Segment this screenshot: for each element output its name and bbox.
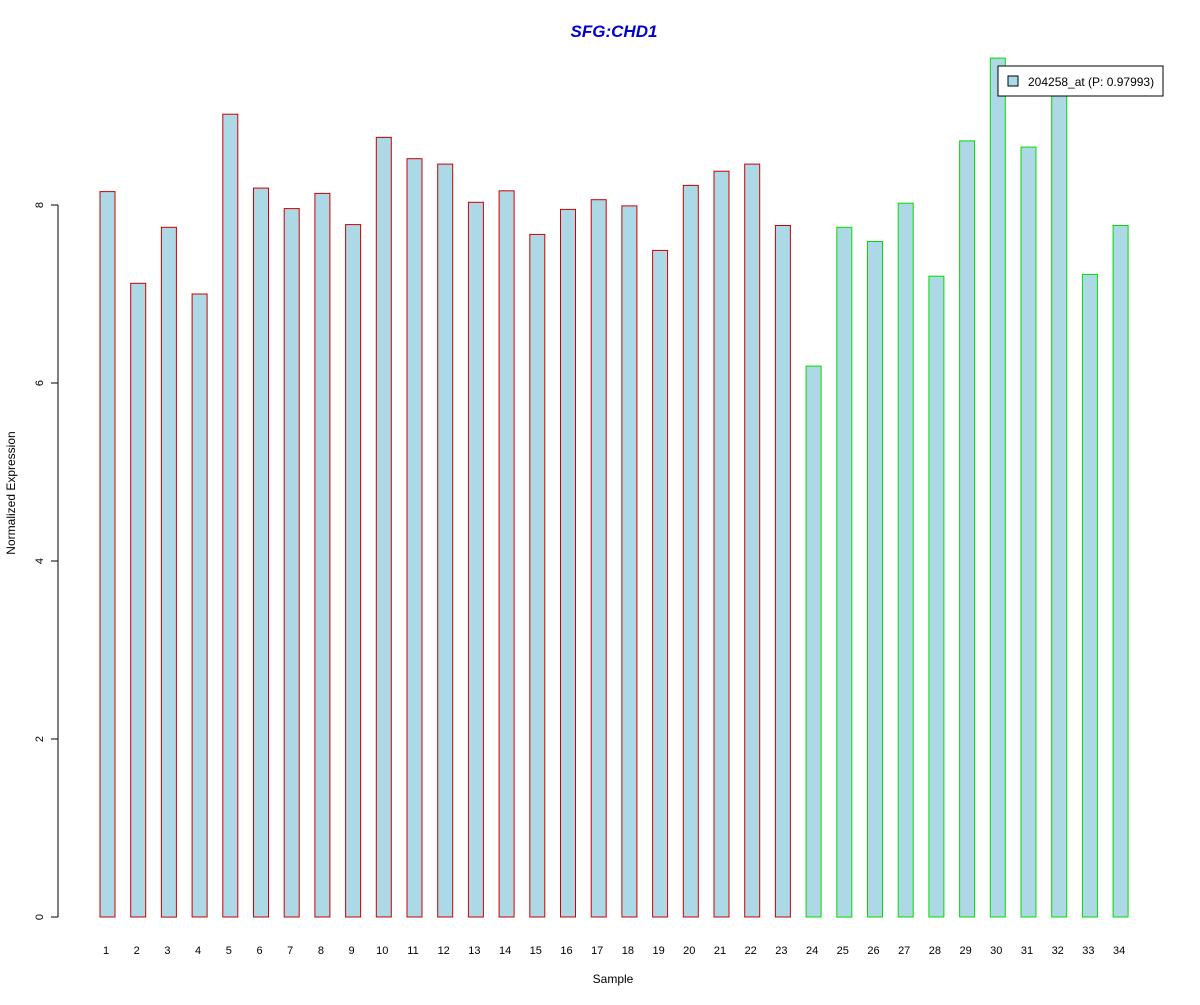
x-tick-label: 5 — [226, 945, 232, 957]
x-tick-label: 34 — [1113, 945, 1125, 957]
bar-sample-8 — [314, 192, 331, 918]
y-axis: 0 2 4 6 8 — [34, 202, 59, 920]
x-tick-label: 10 — [376, 945, 388, 957]
x-tick-label: 32 — [1052, 945, 1064, 957]
bar-sample-24 — [805, 365, 822, 918]
bar-sample-16 — [560, 208, 576, 918]
x-tick-label: 16 — [560, 945, 572, 957]
x-tick-label: 6 — [256, 945, 262, 957]
x-tick-label: 22 — [745, 945, 757, 957]
bar-sample-10 — [375, 136, 392, 918]
x-tick-label: 15 — [530, 945, 542, 957]
x-tick-label: 4 — [195, 945, 201, 957]
x-tick-label: 25 — [837, 945, 849, 957]
bar-sample-3 — [160, 226, 177, 918]
legend-box — [997, 65, 1164, 97]
bar-sample-9 — [345, 224, 362, 918]
bars-group — [99, 57, 1129, 918]
x-tick-label: 28 — [929, 945, 941, 957]
bar-sample-21 — [713, 170, 730, 918]
y-tick-label: 2 — [34, 736, 46, 742]
x-tick-label: 24 — [806, 945, 818, 957]
bar-sample-32 — [1051, 91, 1068, 918]
bar-sample-22 — [744, 163, 761, 918]
bar-sample-6 — [253, 187, 269, 918]
x-tick-label: 29 — [959, 945, 971, 957]
bar-sample-7 — [283, 208, 300, 918]
bar-sample-26 — [867, 241, 883, 918]
x-tick-label: 2 — [134, 945, 140, 957]
x-axis-label: Sample — [593, 972, 634, 986]
bar-sample-29 — [959, 140, 976, 918]
x-tick-label: 8 — [318, 945, 324, 957]
bar-sample-23 — [774, 225, 791, 918]
y-tick-label: 0 — [34, 914, 46, 920]
bar-sample-11 — [406, 158, 423, 918]
y-axis-label: Normalized Expression — [4, 431, 18, 554]
y-tick-label: 4 — [34, 558, 46, 564]
bar-sample-2 — [130, 282, 147, 918]
bar-sample-19 — [652, 249, 669, 918]
x-tick-labels: 1 2 3 4 5 6 7 8 9 10 11 12 13 14 15 16 17 18 19 20 21 22 23 24 2… — [103, 945, 1125, 957]
bar-sample-5 — [222, 113, 239, 918]
bar-sample-25 — [836, 226, 853, 918]
bar-sample-34 — [1112, 225, 1129, 918]
bar-sample-18 — [621, 205, 638, 918]
bar-sample-1 — [99, 191, 116, 918]
x-tick-label: 1 — [103, 945, 109, 957]
y-tick-label: 6 — [34, 380, 46, 386]
bar-sample-15 — [529, 233, 546, 918]
bar-sample-28 — [928, 275, 945, 918]
x-tick-label: 19 — [652, 945, 664, 957]
x-tick-label: 18 — [622, 945, 634, 957]
x-tick-label: 3 — [164, 945, 170, 957]
x-tick-label: 33 — [1082, 945, 1094, 957]
x-tick-label: 13 — [468, 945, 480, 957]
x-tick-label: 30 — [990, 945, 1002, 957]
x-tick-label: 12 — [438, 945, 450, 957]
bar-sample-30 — [989, 57, 1006, 918]
bar-sample-12 — [437, 163, 454, 918]
bar-sample-4 — [191, 293, 208, 918]
bar-sample-27 — [897, 202, 914, 918]
legend-label: 204258_at (P: 0.97993) — [1028, 75, 1154, 89]
x-tick-label: 27 — [898, 945, 910, 957]
x-tick-label: 21 — [714, 945, 726, 957]
bar-sample-17 — [590, 199, 607, 918]
x-tick-label: 17 — [591, 945, 603, 957]
legend-swatch — [1007, 75, 1019, 87]
x-tick-label: 11 — [407, 945, 418, 957]
x-tick-label: 31 — [1021, 945, 1033, 957]
x-tick-label: 9 — [349, 945, 355, 957]
bar-sample-14 — [498, 190, 515, 918]
x-tick-label: 7 — [287, 945, 293, 957]
bar-sample-31 — [1020, 146, 1037, 918]
bar-sample-33 — [1081, 273, 1098, 918]
x-tick-label: 23 — [775, 945, 787, 957]
x-tick-label: 14 — [499, 945, 511, 957]
legend: 204258_at (P: 0.97993) — [997, 65, 1164, 97]
bar-sample-13 — [467, 201, 484, 918]
x-tick-label: 26 — [867, 945, 879, 957]
y-tick-label: 8 — [34, 202, 46, 208]
x-tick-label: 20 — [683, 945, 695, 957]
bar-sample-20 — [682, 184, 699, 918]
chart-title: SFG:CHD1 — [571, 22, 658, 41]
